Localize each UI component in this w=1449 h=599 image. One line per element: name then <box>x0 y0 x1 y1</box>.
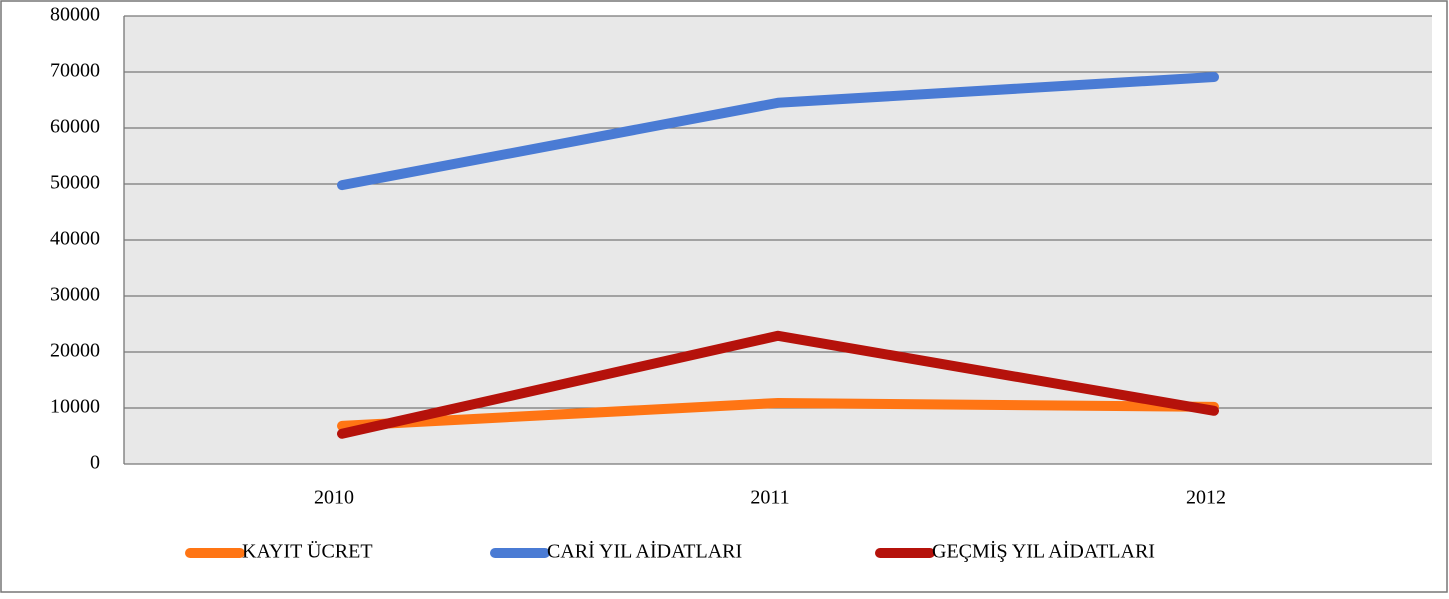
y-tick-label: 80000 <box>50 4 100 26</box>
y-tick-label: 70000 <box>50 60 100 82</box>
legend-label: KAYIT ÜCRET <box>242 540 373 563</box>
series-line <box>337 72 1219 191</box>
y-tick-label: 40000 <box>50 228 100 250</box>
series-line <box>337 330 1219 439</box>
y-tick-label: 30000 <box>50 284 100 306</box>
x-tick-label: 2012 <box>1186 487 1226 509</box>
y-tick-label: 0 <box>90 452 100 474</box>
y-tick-label: 20000 <box>50 340 100 362</box>
y-tick-label: 60000 <box>50 116 100 138</box>
x-tick-label: 2011 <box>750 487 789 509</box>
legend-label: GEÇMİŞ YIL AİDATLARI <box>932 540 1155 563</box>
series-line <box>337 397 1219 431</box>
x-tick-label: 2010 <box>314 487 354 509</box>
y-tick-label: 50000 <box>50 172 100 194</box>
y-tick-label: 10000 <box>50 396 100 418</box>
legend-label: CARİ YIL AİDATLARI <box>547 540 742 563</box>
